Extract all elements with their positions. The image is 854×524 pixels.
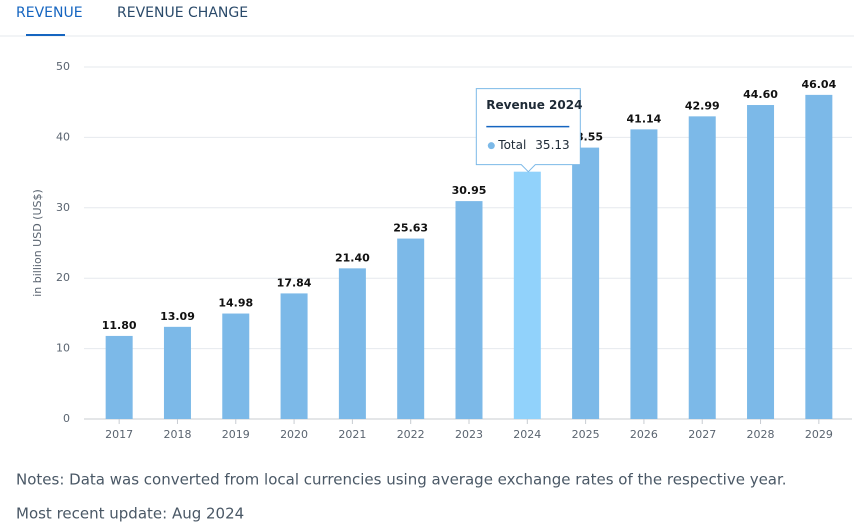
x-tick-label: 2028 <box>747 428 775 441</box>
bar <box>163 326 191 419</box>
data-label: 44.60 <box>743 88 778 101</box>
note: Notes: Data was converted from local cur… <box>16 471 787 489</box>
tooltip-title: Revenue 2024 <box>486 98 582 112</box>
x-tick-label: 2023 <box>455 428 483 441</box>
data-label: 11.80 <box>102 319 137 332</box>
bar <box>222 313 250 419</box>
data-label: 42.99 <box>685 99 720 112</box>
bar <box>688 116 716 419</box>
x-tick-label: 2020 <box>280 428 308 441</box>
x-tick-label: 2026 <box>630 428 658 441</box>
tooltip: Revenue 2024 Total 35.13 <box>475 88 582 173</box>
y-tick-label: 40 <box>56 130 70 143</box>
data-label: 17.84 <box>277 276 312 289</box>
bar <box>105 335 133 419</box>
x-tick-label: 2018 <box>163 428 191 441</box>
tab-revenue[interactable]: REVENUE <box>16 5 83 21</box>
bar <box>747 105 775 420</box>
x-tick-label: 2022 <box>397 428 425 441</box>
bar <box>397 238 425 419</box>
data-label: 14.98 <box>218 297 253 310</box>
bar <box>338 268 366 419</box>
bar <box>280 293 308 419</box>
y-tick-label: 30 <box>56 201 70 214</box>
bar <box>572 147 600 419</box>
x-tick-label: 2027 <box>688 428 716 441</box>
data-label: 13.09 <box>160 310 195 323</box>
y-axis-title: in billion USD (US$) <box>31 189 44 297</box>
tooltip-dot <box>487 142 495 150</box>
bar <box>455 201 483 419</box>
y-tick-label: 50 <box>56 60 70 73</box>
tooltip-box <box>475 88 581 173</box>
data-label: 30.95 <box>452 184 487 197</box>
y-tick-label: 20 <box>56 271 70 284</box>
update-note: Most recent update: Aug 2024 <box>16 505 244 523</box>
x-tick-label: 2017 <box>105 428 133 441</box>
tab-revenue-change[interactable]: REVENUE CHANGE <box>117 5 248 21</box>
y-tick-label: 10 <box>56 342 70 355</box>
x-tick-label: 2021 <box>338 428 366 441</box>
y-tick-label: 0 <box>63 412 70 425</box>
bar <box>630 129 658 420</box>
tooltip-value: 35.13 <box>535 138 569 152</box>
x-tick-label: 2019 <box>222 428 250 441</box>
data-label: 46.04 <box>801 78 836 91</box>
bar <box>513 171 541 419</box>
x-tick-label: 2029 <box>805 428 833 441</box>
data-label: 41.14 <box>627 112 662 125</box>
bar <box>805 94 833 419</box>
data-label: 21.40 <box>335 251 370 264</box>
tooltip-series: Total <box>497 138 526 152</box>
x-tick-label: 2025 <box>572 428 600 441</box>
data-label: 25.63 <box>393 222 428 235</box>
x-tick-label: 2024 <box>513 428 541 441</box>
